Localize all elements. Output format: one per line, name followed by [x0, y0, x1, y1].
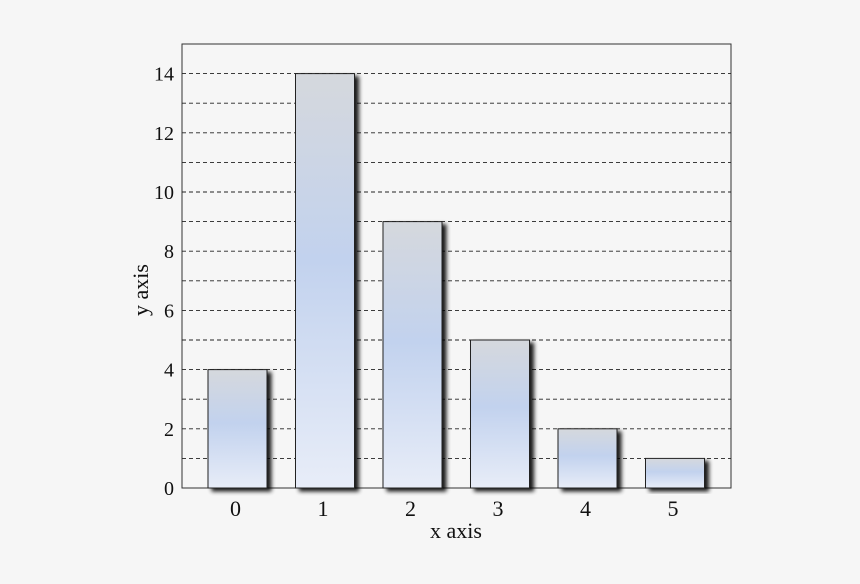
x-tick-label: 1	[318, 496, 329, 521]
bars	[207, 73, 705, 489]
y-tick-label: 4	[164, 360, 174, 382]
x-tick-label: 3	[493, 496, 504, 521]
x-tick-label: 0	[230, 496, 241, 521]
bar-1	[295, 73, 355, 489]
grid-lines	[182, 73, 731, 459]
y-tick-label: 0	[164, 478, 174, 500]
x-tick-label: 2	[405, 496, 416, 521]
y-tick-label: 14	[154, 64, 174, 86]
y-axis-label: y axis	[128, 264, 153, 316]
y-tick-labels: 0 2 4 6 8 10 12 14	[154, 64, 174, 500]
y-tick-label: 6	[164, 300, 174, 322]
y-tick-label: 10	[154, 182, 174, 204]
bar-3	[470, 339, 530, 489]
plot-area	[181, 43, 732, 489]
x-axis-label: x axis	[430, 518, 482, 543]
x-tick-label: 4	[580, 496, 591, 521]
x-tick-labels: 0 1 2 3 4 5	[230, 496, 679, 521]
bar-5	[645, 457, 705, 489]
y-tick-label: 2	[164, 419, 174, 441]
bar-0	[207, 369, 268, 489]
bar-2	[382, 221, 443, 489]
bar-4	[557, 428, 618, 489]
y-tick-label: 8	[164, 241, 174, 263]
x-tick-label: 5	[668, 496, 679, 521]
y-tick-label: 12	[154, 123, 174, 145]
